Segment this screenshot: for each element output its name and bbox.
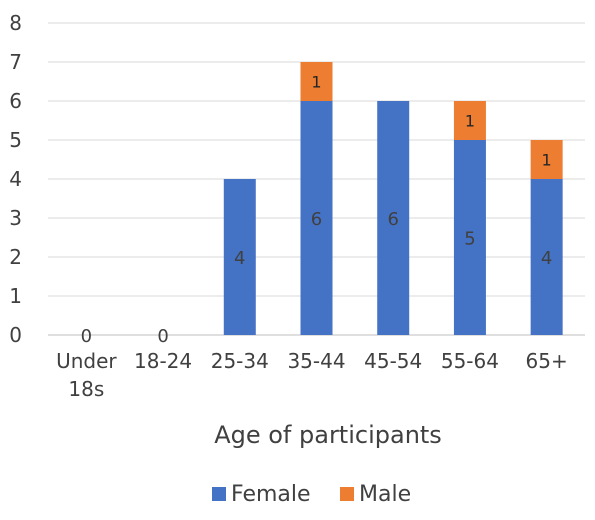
x-axis-ticks: Under 18s 18-24 25-34 35-44 45-54 55-64 65+ (56, 349, 568, 401)
bar-female (530, 179, 563, 335)
bar-male (530, 140, 563, 179)
bars: 0 0 4 6 1 6 5 1 4 1 (81, 62, 563, 347)
data-label-female: 4 (234, 248, 245, 269)
y-tick-label: 1 (9, 284, 22, 308)
legend: Female Male (212, 482, 411, 507)
legend-swatch-male (340, 487, 354, 501)
data-label-male: 1 (542, 151, 552, 170)
legend-label-female: Female (231, 482, 311, 507)
x-tick-label: Under (56, 349, 117, 373)
y-tick-label: 6 (9, 89, 22, 113)
bar-male (453, 101, 486, 140)
data-label-female: 5 (464, 229, 475, 250)
y-tick-label: 7 (9, 50, 22, 74)
data-label-male: 1 (311, 73, 321, 92)
y-tick-label: 2 (9, 245, 22, 269)
x-axis-title: Age of participants (214, 421, 442, 449)
data-label-female: 0 (81, 326, 92, 347)
x-tick-label: 18s (68, 377, 104, 401)
data-label-male: 1 (465, 112, 475, 131)
x-tick-label: 65+ (526, 349, 568, 373)
data-label-female: 4 (541, 248, 552, 269)
bar-female (300, 101, 333, 335)
y-axis-ticks: 0 1 2 3 4 5 6 7 8 (9, 11, 22, 347)
y-tick-label: 0 (9, 323, 22, 347)
data-label-female: 6 (311, 209, 322, 230)
x-tick-label: 45-54 (364, 349, 422, 373)
x-tick-label: 25-34 (211, 349, 269, 373)
data-label-female: 0 (157, 326, 168, 347)
bar-female (453, 140, 486, 335)
x-tick-label: 55-64 (441, 349, 499, 373)
data-label-female: 6 (387, 209, 398, 230)
bar-female (377, 101, 410, 335)
bar-male (300, 62, 333, 101)
legend-swatch-female (212, 487, 226, 501)
y-tick-label: 5 (9, 128, 22, 152)
x-tick-label: 35-44 (287, 349, 345, 373)
y-tick-label: 8 (9, 11, 22, 35)
y-tick-label: 4 (9, 167, 22, 191)
y-tick-label: 3 (9, 206, 22, 230)
bar-female (223, 179, 256, 335)
x-tick-label: 18-24 (134, 349, 192, 373)
legend-label-male: Male (359, 482, 411, 507)
